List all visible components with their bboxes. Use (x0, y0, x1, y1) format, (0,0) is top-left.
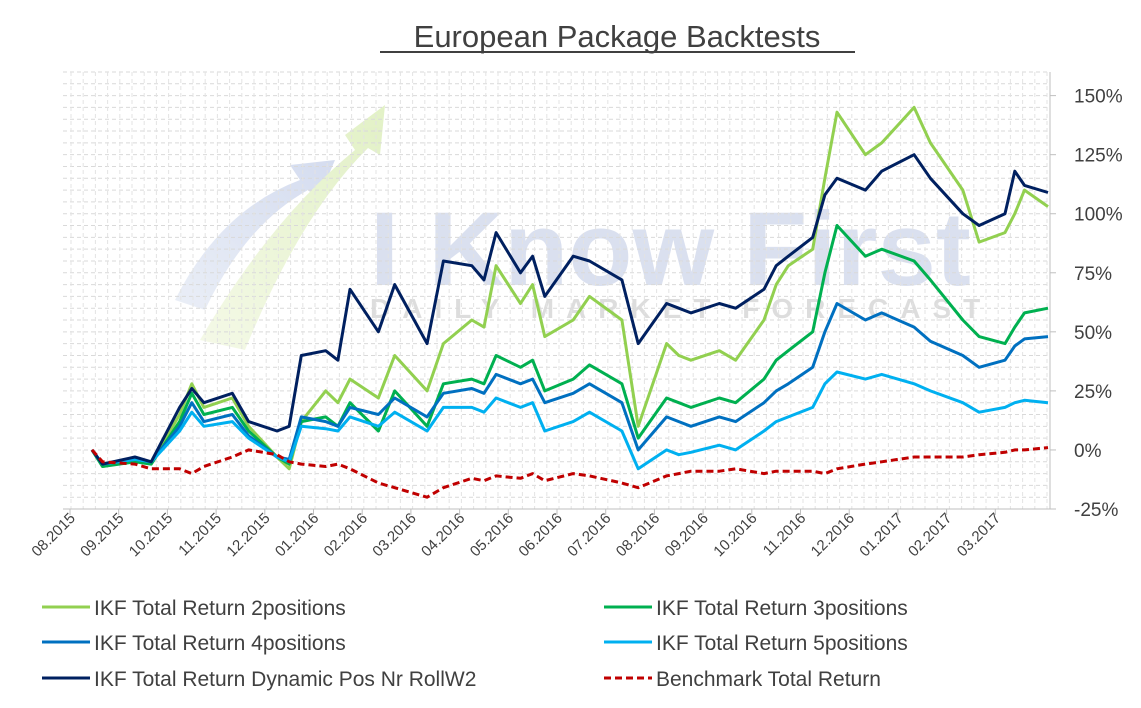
x-tick-label: 12.2016 (808, 510, 858, 560)
series-line-1 (90, 105, 1049, 471)
x-tick-label: 09.2016 (662, 510, 712, 560)
legend-label-6: Benchmark Total Return (656, 668, 881, 691)
x-tick-label: 03.2016 (369, 510, 419, 560)
x-tick-label: 08.2016 (613, 510, 663, 560)
legend: IKF Total Return 2positions IKF Total Ret… (42, 597, 908, 691)
legend-label-1: IKF Total Return 2positions (94, 597, 346, 620)
y-tick-label: -25% (1074, 500, 1118, 521)
y-tick-label: 75% (1074, 264, 1112, 285)
x-tick-label: 07.2016 (564, 510, 614, 560)
series-line-4 (90, 370, 1049, 471)
x-tick-label: 06.2016 (515, 510, 565, 560)
x-tick-label: 09.2015 (77, 510, 127, 560)
x-tick-label: 10.2016 (710, 510, 760, 560)
y-axis-ticks: 150% 125% 100% 75% 50% 25% 0% -25% (1050, 87, 1123, 521)
y-tick-label: 25% (1074, 382, 1112, 403)
y-tick-label: 0% (1074, 441, 1102, 462)
y-tick-label: 125% (1074, 146, 1123, 167)
y-tick-label: 50% (1074, 323, 1112, 344)
legend-label-3: IKF Total Return 4positions (94, 632, 346, 655)
gridlines (63, 71, 1050, 510)
x-tick-label: 01.2016 (272, 510, 322, 560)
x-tick-label: 11.2015 (175, 510, 225, 560)
x-tick-label: 02.2016 (321, 510, 371, 560)
chart-title: European Package Backtests (414, 19, 821, 54)
y-tick-label: 100% (1074, 205, 1123, 226)
x-tick-label: 01.2017 (856, 510, 906, 560)
x-tick-label: 08.2015 (28, 510, 78, 560)
legend-label-4: IKF Total Return 5positions (656, 632, 908, 655)
x-tick-label: 10.2015 (126, 510, 176, 560)
series-line-2 (90, 224, 1049, 468)
x-tick-label: 11.2016 (760, 510, 810, 560)
series-line-3 (90, 302, 1049, 466)
series-line-5 (90, 153, 1049, 466)
y-tick-label: 150% (1074, 87, 1123, 108)
legend-label-5: IKF Total Return Dynamic Pos Nr RollW2 (94, 668, 476, 691)
x-tick-label: 05.2016 (467, 510, 517, 560)
legend-label-2: IKF Total Return 3positions (656, 597, 908, 620)
x-tick-label: 12.2015 (223, 510, 273, 560)
series-lines (90, 105, 1049, 499)
x-tick-label: 02.2017 (905, 510, 955, 560)
x-tick-label: 03.2017 (954, 510, 1004, 560)
x-tick-label: 04.2016 (418, 510, 468, 560)
series-line-6 (90, 446, 1049, 499)
